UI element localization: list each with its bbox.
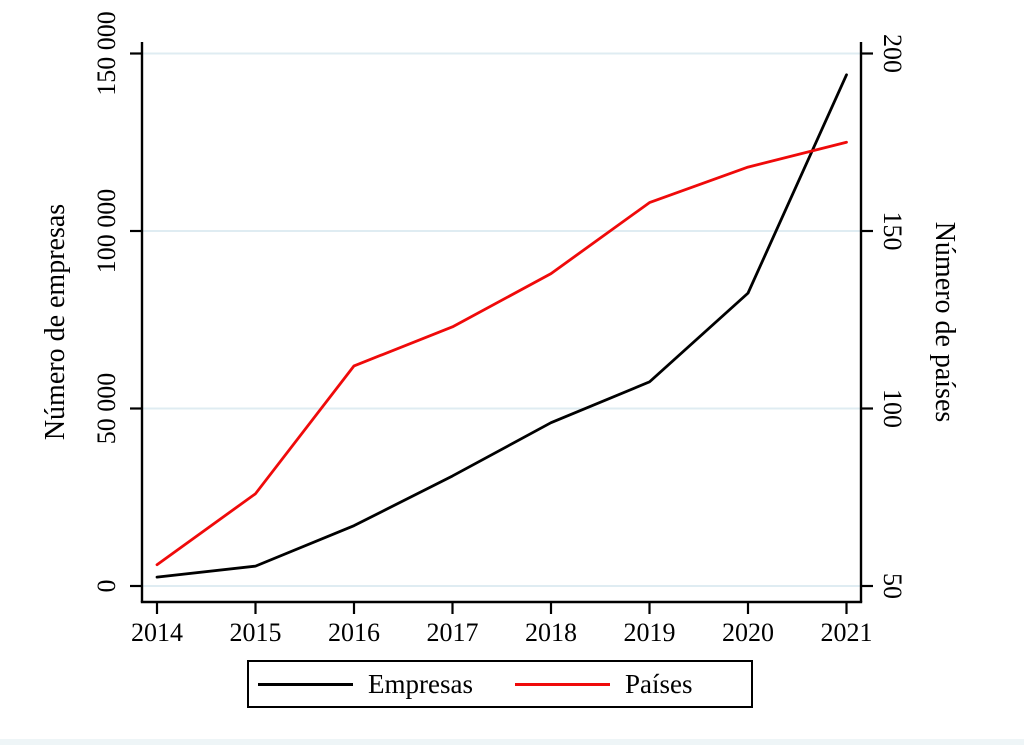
y-left-tick-label: 150 000 bbox=[92, 11, 121, 96]
paises-line-swatch bbox=[514, 682, 610, 686]
legend-item-empresas: Empresas bbox=[258, 668, 473, 699]
x-tick-label: 2018 bbox=[525, 618, 577, 647]
x-tick-label: 2019 bbox=[624, 618, 676, 647]
y-right-tick-label: 200 bbox=[878, 34, 907, 73]
legend-label-paises: Países bbox=[624, 668, 693, 699]
bottom-strip bbox=[0, 739, 1024, 745]
series-line-paises bbox=[155, 140, 848, 567]
legend-label-empresas: Empresas bbox=[368, 668, 473, 699]
y-right-tick-label: 50 bbox=[878, 573, 907, 599]
x-tick-label: 2017 bbox=[427, 618, 479, 647]
series-line-empresas bbox=[155, 73, 848, 579]
x-tick-label: 2014 bbox=[131, 618, 183, 647]
right-axis-title: Número de países bbox=[929, 222, 960, 423]
y-right-tick-label: 150 bbox=[878, 212, 907, 251]
y-left-tick-label: 0 bbox=[92, 580, 121, 593]
legend-item-paises: Países bbox=[514, 668, 693, 699]
left-axis-title: Número de empresas bbox=[40, 204, 71, 440]
empresas-line-swatch bbox=[258, 682, 353, 686]
x-tick-label: 2020 bbox=[722, 618, 774, 647]
chart-legend: Empresas Países bbox=[247, 660, 753, 708]
x-tick-label: 2016 bbox=[328, 618, 380, 647]
y-left-tick-label: 100 000 bbox=[92, 189, 121, 274]
y-left-tick-label: 50 000 bbox=[92, 373, 121, 445]
x-tick-label: 2015 bbox=[230, 618, 282, 647]
x-tick-label: 2021 bbox=[821, 618, 873, 647]
y-right-tick-label: 100 bbox=[878, 389, 907, 428]
